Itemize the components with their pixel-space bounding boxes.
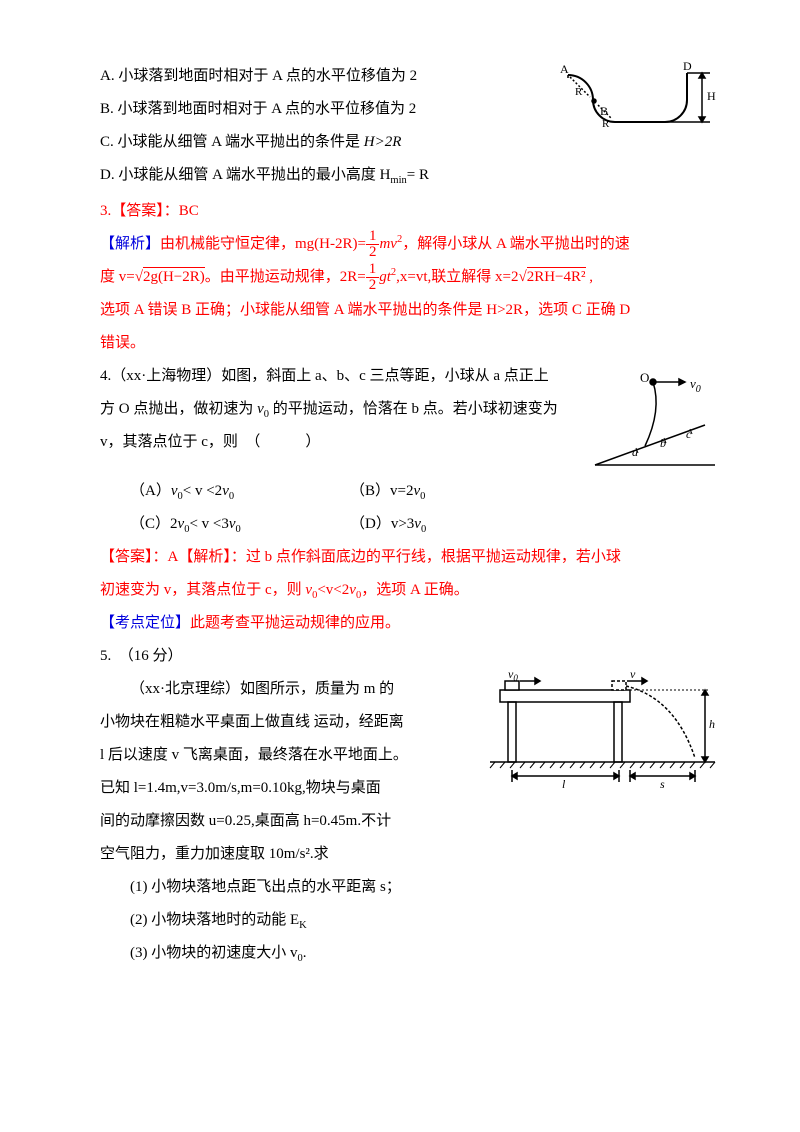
svg-text:A: A [560,62,569,76]
svg-text:s: s [660,777,665,791]
q3-explanation-4: 错误。 [100,327,720,360]
q5-figure: v0 v l s h [480,668,720,808]
q4-options-row2: （C）2v0< v <3v0 （D）v>3v0 [100,508,720,541]
svg-text:v: v [630,668,636,681]
svg-text:v0: v0 [508,668,518,683]
svg-text:D: D [683,59,692,73]
q4-options-row1: （A）v0< v <2v0 （B）v=2v0 [100,475,720,508]
svg-text:b: b [660,436,666,450]
q5-sub-3: (3) 小物块的初速度大小 v0. [100,937,720,970]
q3-figure: A D B R R H [550,55,720,195]
q4-answer-2: 初速变为 v，其落点位于 c，则 v0<v<2v0，选项 A 正确。 [100,574,720,607]
svg-text:h: h [709,717,715,731]
q3-answer-label: 3.【答案】：BC [100,195,720,228]
q3-explanation-3: 选项 A 错误 B 正确；小球能从细管 A 端水平抛出的条件是 H>2R，选项 … [100,294,720,327]
q5-sub-2: (2) 小物块落地时的动能 EK [100,904,720,937]
q3-explanation: 【解析】由机械能守恒定律，mg(H-2R)=12mv2，解得小球从 A 端水平抛… [100,228,720,261]
q3-explanation-2: 度 v=√2g(H−2R)。由平抛运动规律，2R=12gt2,x=vt,联立解得… [100,261,720,294]
svg-text:R: R [602,118,610,130]
q4-figure: O v0 a b c [590,370,720,475]
q4-kaodian: 【考点定位】此题考查平抛运动规律的应用。 [100,607,720,640]
svg-text:O: O [640,370,649,385]
svg-text:B: B [600,104,608,118]
q4-answer: 【答案】：A【解析】：过 b 点作斜面底边的平行线，根据平抛运动规律，若小球 [100,541,720,574]
svg-text:R: R [575,86,583,98]
q5-stem-6: 空气阻力，重力加速度取 10m/s².求 [100,838,720,871]
q5-sub-1: (1) 小物块落地点距飞出点的水平距离 s； [100,871,720,904]
svg-text:H: H [707,89,716,103]
q5-stem-5: 间的动摩擦因数 u=0.25,桌面高 h=0.45m.不计 [100,805,720,838]
svg-text:c: c [686,427,692,441]
svg-text:v0: v0 [690,376,701,395]
svg-text:l: l [562,777,566,791]
